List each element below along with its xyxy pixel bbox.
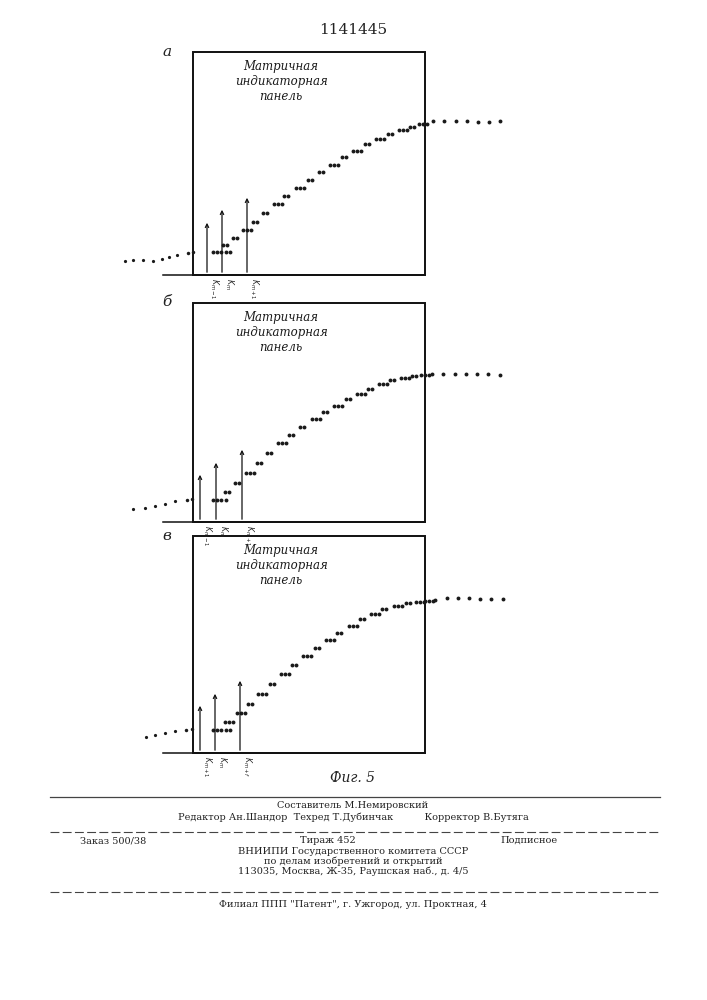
Text: $K_m$: $K_m$ [223,278,235,290]
Text: $K_{m+f}$: $K_{m+f}$ [241,756,254,777]
Text: Составитель М.Немировский: Составитель М.Немировский [277,801,428,810]
Text: в: в [162,529,171,543]
Text: Заказ 500/38: Заказ 500/38 [80,836,146,845]
Text: ВНИИПИ Государственного комитета СССР: ВНИИПИ Государственного комитета СССР [238,847,468,856]
Text: 1141445: 1141445 [319,23,387,37]
Text: Редактор Ан.Шандор  Техред Т.Дубинчак          Корректор В.Бутяга: Редактор Ан.Шандор Техред Т.Дубинчак Кор… [177,812,528,822]
Text: Тираж 452: Тираж 452 [300,836,356,845]
Text: по делам изобретений и открытий: по делам изобретений и открытий [264,857,443,866]
Text: $K_{m+1}$: $K_{m+1}$ [201,756,214,778]
Text: Матричная
индикаторная
панель: Матричная индикаторная панель [235,544,327,587]
Text: Матричная
индикаторная
панель: Матричная индикаторная панель [235,311,327,354]
Bar [193,303,425,522]
Text: Фиг. 5: Фиг. 5 [330,771,375,785]
Text: 113035, Москва, Ж-35, Раушская наб., д. 4/5: 113035, Москва, Ж-35, Раушская наб., д. … [238,867,468,876]
Bar [193,536,425,753]
Text: $K_m$: $K_m$ [216,756,228,768]
Bar [193,52,425,275]
Text: Матричная
индикаторная
панель: Матричная индикаторная панель [235,60,327,103]
Text: $K_m$: $K_m$ [217,525,230,537]
Text: а: а [162,45,171,59]
Text: $K_{m+1}$: $K_{m+1}$ [248,278,260,300]
Text: $K_{m+1}$: $K_{m+1}$ [243,525,255,547]
Text: б: б [162,295,171,309]
Text: Подписное: Подписное [500,836,557,845]
Text: Филиал ППП "Патент", г. Ужгород, ул. Проктная, 4: Филиал ППП "Патент", г. Ужгород, ул. Про… [219,900,487,909]
Text: $K_{m-1}$: $K_{m-1}$ [208,278,221,300]
Text: $K_{m-1}$: $K_{m-1}$ [201,525,214,547]
